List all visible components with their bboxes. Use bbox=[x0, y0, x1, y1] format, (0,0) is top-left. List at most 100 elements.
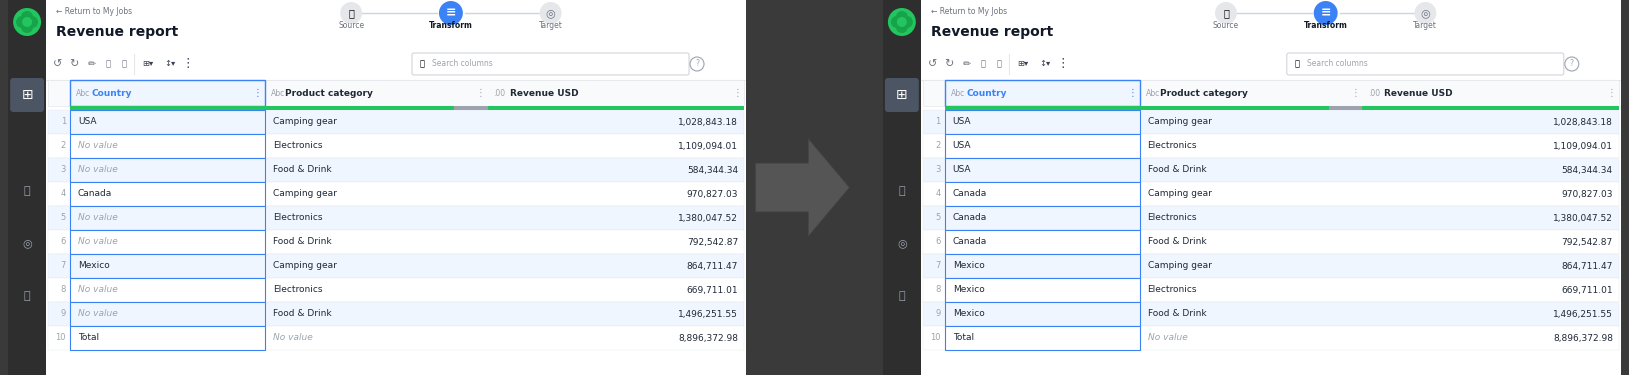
Bar bbox=[922, 110, 1619, 134]
Bar bbox=[70, 326, 266, 350]
Text: ✏: ✏ bbox=[88, 59, 96, 69]
Text: USA: USA bbox=[953, 165, 971, 174]
Bar bbox=[70, 80, 266, 106]
Text: Electronics: Electronics bbox=[1147, 285, 1197, 294]
Text: ⋮: ⋮ bbox=[476, 88, 485, 98]
Text: No value: No value bbox=[78, 213, 117, 222]
Text: 🗑: 🗑 bbox=[995, 60, 1002, 69]
Text: 2: 2 bbox=[935, 141, 942, 150]
Bar bbox=[46, 0, 746, 48]
Text: ⋮: ⋮ bbox=[731, 88, 741, 98]
Bar bbox=[945, 134, 1140, 158]
Text: Revenue USD: Revenue USD bbox=[510, 88, 578, 98]
Bar bbox=[70, 158, 266, 182]
Text: Product category: Product category bbox=[285, 88, 373, 98]
Circle shape bbox=[21, 11, 33, 23]
Text: ⬜: ⬜ bbox=[106, 60, 111, 69]
Text: 1,496,251.55: 1,496,251.55 bbox=[678, 309, 738, 318]
Bar bbox=[922, 302, 1619, 326]
Text: USA: USA bbox=[78, 117, 96, 126]
Circle shape bbox=[896, 11, 907, 23]
Text: 📄: 📄 bbox=[1223, 8, 1228, 18]
Bar bbox=[47, 254, 744, 278]
Text: 5: 5 bbox=[935, 213, 942, 222]
Text: 792,542.87: 792,542.87 bbox=[687, 237, 738, 246]
Text: ⋮: ⋮ bbox=[1606, 88, 1616, 98]
Bar bbox=[945, 110, 1140, 134]
Text: Electronics: Electronics bbox=[272, 213, 323, 222]
Text: 1: 1 bbox=[60, 117, 67, 126]
Text: ⋮: ⋮ bbox=[181, 57, 194, 70]
Text: ⊞: ⊞ bbox=[21, 88, 33, 102]
Text: 4: 4 bbox=[60, 189, 67, 198]
Text: Canada: Canada bbox=[953, 213, 987, 222]
Circle shape bbox=[898, 17, 907, 27]
Text: 1,109,094.01: 1,109,094.01 bbox=[678, 141, 738, 150]
Text: 9: 9 bbox=[60, 309, 67, 318]
Text: Target: Target bbox=[1414, 21, 1437, 30]
Text: Mexico: Mexico bbox=[953, 309, 984, 318]
Bar bbox=[70, 106, 266, 110]
Circle shape bbox=[23, 17, 33, 27]
Text: No value: No value bbox=[78, 285, 117, 294]
Text: 🔍: 🔍 bbox=[420, 60, 425, 69]
Circle shape bbox=[1414, 2, 1437, 24]
Text: 970,827.03: 970,827.03 bbox=[1561, 189, 1613, 198]
Circle shape bbox=[16, 16, 28, 28]
Circle shape bbox=[13, 8, 41, 36]
Text: 584,344.34: 584,344.34 bbox=[687, 165, 738, 174]
Bar bbox=[945, 230, 1140, 254]
Text: ⊞▾: ⊞▾ bbox=[142, 60, 153, 69]
Bar bbox=[70, 230, 266, 254]
Text: 📄: 📄 bbox=[349, 8, 353, 18]
FancyBboxPatch shape bbox=[412, 53, 689, 75]
Text: Food & Drink: Food & Drink bbox=[272, 237, 331, 246]
Text: Revenue USD: Revenue USD bbox=[1385, 88, 1453, 98]
Text: 1,109,094.01: 1,109,094.01 bbox=[1552, 141, 1613, 150]
Text: 8: 8 bbox=[935, 285, 942, 294]
Text: Abc: Abc bbox=[270, 88, 285, 98]
Bar bbox=[922, 158, 1619, 182]
Bar bbox=[47, 302, 744, 326]
Bar bbox=[47, 158, 744, 182]
Text: Revenue report: Revenue report bbox=[55, 25, 178, 39]
Text: Camping gear: Camping gear bbox=[1147, 117, 1212, 126]
Text: Search columns: Search columns bbox=[1306, 60, 1367, 69]
Text: Country: Country bbox=[966, 88, 1007, 98]
Text: No value: No value bbox=[78, 165, 117, 174]
Bar bbox=[945, 254, 1140, 278]
Text: 5: 5 bbox=[60, 213, 67, 222]
FancyBboxPatch shape bbox=[885, 78, 919, 112]
Text: ⋮: ⋮ bbox=[1350, 88, 1360, 98]
FancyBboxPatch shape bbox=[1287, 53, 1564, 75]
Text: 792,542.87: 792,542.87 bbox=[1562, 237, 1613, 246]
Text: 8,896,372.98: 8,896,372.98 bbox=[678, 333, 738, 342]
Bar bbox=[47, 80, 744, 106]
Circle shape bbox=[888, 8, 915, 36]
Text: ↺: ↺ bbox=[54, 59, 62, 69]
Text: Food & Drink: Food & Drink bbox=[1147, 309, 1205, 318]
Text: 🗑: 🗑 bbox=[121, 60, 127, 69]
FancyBboxPatch shape bbox=[10, 78, 44, 112]
Text: 669,711.01: 669,711.01 bbox=[1561, 285, 1613, 294]
Text: Abc: Abc bbox=[1145, 88, 1160, 98]
Text: Food & Drink: Food & Drink bbox=[1147, 165, 1205, 174]
Text: Mexico: Mexico bbox=[953, 261, 984, 270]
Bar bbox=[945, 158, 1140, 182]
Bar bbox=[945, 80, 1140, 106]
Text: Food & Drink: Food & Drink bbox=[272, 309, 331, 318]
Bar bbox=[47, 206, 744, 230]
Text: ↺: ↺ bbox=[929, 59, 937, 69]
Text: 3: 3 bbox=[935, 165, 942, 174]
Text: Food & Drink: Food & Drink bbox=[272, 165, 331, 174]
Text: No value: No value bbox=[78, 237, 117, 246]
Text: 7: 7 bbox=[60, 261, 67, 270]
Text: ≡: ≡ bbox=[446, 6, 456, 20]
Text: USA: USA bbox=[953, 141, 971, 150]
Bar bbox=[70, 302, 266, 326]
Text: 🗂: 🗂 bbox=[899, 186, 906, 196]
Bar bbox=[70, 134, 266, 158]
Bar bbox=[922, 182, 1619, 206]
Bar bbox=[47, 230, 744, 254]
Bar bbox=[922, 134, 1619, 158]
